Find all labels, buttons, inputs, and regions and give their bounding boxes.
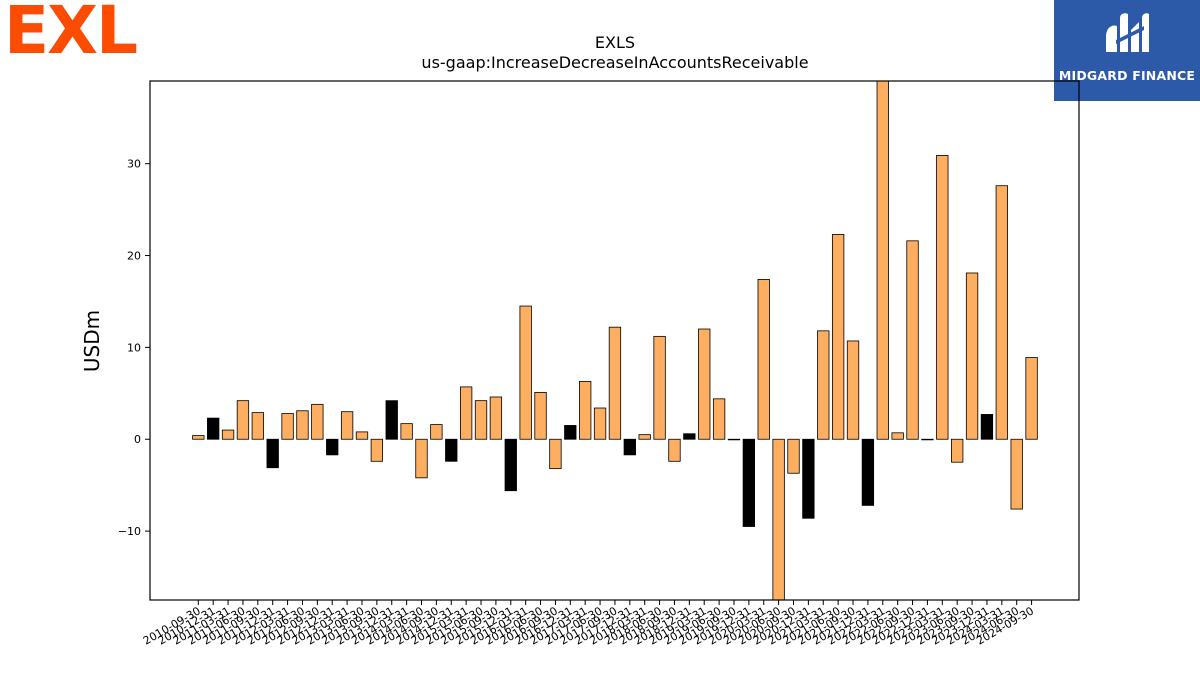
- bar-2015-06-30: [474, 400, 488, 440]
- bar-2023-06-30: [951, 438, 964, 463]
- bar-2017-06-30: [593, 407, 607, 440]
- bar-2014-12-31: [445, 438, 458, 462]
- bar-2011-03-31: [221, 429, 235, 440]
- chart-title: EXLS: [595, 33, 635, 52]
- bar-2021-03-31: [817, 330, 830, 440]
- bar-2012-03-31: [281, 413, 294, 440]
- bar-2019-06-30: [712, 398, 726, 440]
- y-ticks-group: −10 0 10 20 30: [118, 158, 150, 538]
- y-tick-label: 10: [127, 341, 141, 354]
- bar-2013-06-30: [355, 431, 369, 440]
- y-axis-label: USDm: [80, 310, 104, 372]
- bar-2017-09-30: [608, 326, 622, 440]
- bars-group: [192, 80, 1038, 601]
- bar-2021-12-31: [861, 438, 875, 506]
- y-tick-label: −10: [118, 525, 141, 538]
- bar-2012-12-31: [326, 438, 339, 456]
- bar-2012-06-30: [296, 410, 309, 440]
- bar-2015-09-30: [489, 396, 503, 440]
- midgard-finance-badge: MIDGARD FINANCE: [1054, 0, 1200, 101]
- bar-2020-06-30: [772, 438, 785, 601]
- bar-2015-03-31: [459, 386, 473, 440]
- bar-2018-06-30: [653, 335, 666, 440]
- bar-2024-06-30: [1010, 438, 1023, 510]
- bar-2022-12-31: [921, 438, 934, 441]
- bar-2023-03-31: [936, 155, 949, 440]
- bar-2019-12-31: [742, 438, 756, 527]
- bar-2024-03-31: [995, 185, 1008, 440]
- exl-logo: EXL: [4, 0, 138, 69]
- bar-2019-03-31: [698, 328, 711, 440]
- bar-2014-06-30: [415, 438, 428, 479]
- midgard-logo-icon: [1106, 13, 1149, 53]
- bar-2012-09-30: [311, 403, 324, 440]
- x-ticks-group: 2010-09-302010-12-312011-03-312011-06-30…: [141, 600, 1036, 648]
- bar-2022-06-30: [891, 432, 904, 440]
- bar-2017-12-31: [623, 438, 636, 456]
- bar-2011-12-31: [266, 438, 279, 469]
- bar-2020-09-30: [787, 438, 800, 474]
- bar-2020-03-31: [757, 279, 770, 440]
- bar-2016-06-30: [534, 391, 547, 440]
- bar-2021-09-30: [846, 340, 860, 440]
- bar-2014-09-30: [430, 424, 443, 440]
- bar-2016-03-31: [519, 305, 532, 440]
- bar-2011-06-30: [236, 400, 250, 440]
- bar-2016-09-30: [549, 438, 562, 470]
- bar-2010-09-30: [192, 435, 205, 440]
- bar-2023-12-31: [980, 414, 994, 440]
- bar-2010-12-31: [207, 417, 220, 440]
- bar-2021-06-30: [831, 234, 845, 440]
- y-tick-label: 20: [127, 250, 141, 263]
- bar-2011-09-30: [251, 412, 264, 440]
- bar-2018-09-30: [668, 438, 681, 462]
- bar-2018-12-31: [683, 433, 696, 440]
- bar-2013-03-31: [340, 411, 354, 440]
- bar-2020-12-31: [802, 438, 815, 519]
- bar-2016-12-31: [564, 425, 577, 440]
- bar-2017-03-31: [579, 380, 592, 440]
- y-tick-label: 30: [127, 158, 141, 171]
- plot-frame: [149, 80, 1080, 601]
- bar-2018-03-31: [638, 434, 651, 440]
- badge-name: MIDGARD FINANCE: [1058, 68, 1196, 83]
- bar-2022-03-31: [876, 80, 889, 440]
- bar-2024-09-30: [1025, 357, 1038, 440]
- bar-2019-09-30: [727, 438, 741, 441]
- bar-2013-09-30: [370, 438, 384, 462]
- bar-2023-09-30: [965, 272, 979, 440]
- bar-2014-03-31: [400, 423, 413, 440]
- bar-2013-12-31: [385, 400, 398, 440]
- y-tick-label: 0: [134, 433, 141, 446]
- chart-subtitle: us-gaap:IncreaseDecreaseInAccountsReceiv…: [421, 53, 808, 72]
- bar-2015-12-31: [504, 438, 517, 492]
- bar-2022-09-30: [906, 240, 919, 440]
